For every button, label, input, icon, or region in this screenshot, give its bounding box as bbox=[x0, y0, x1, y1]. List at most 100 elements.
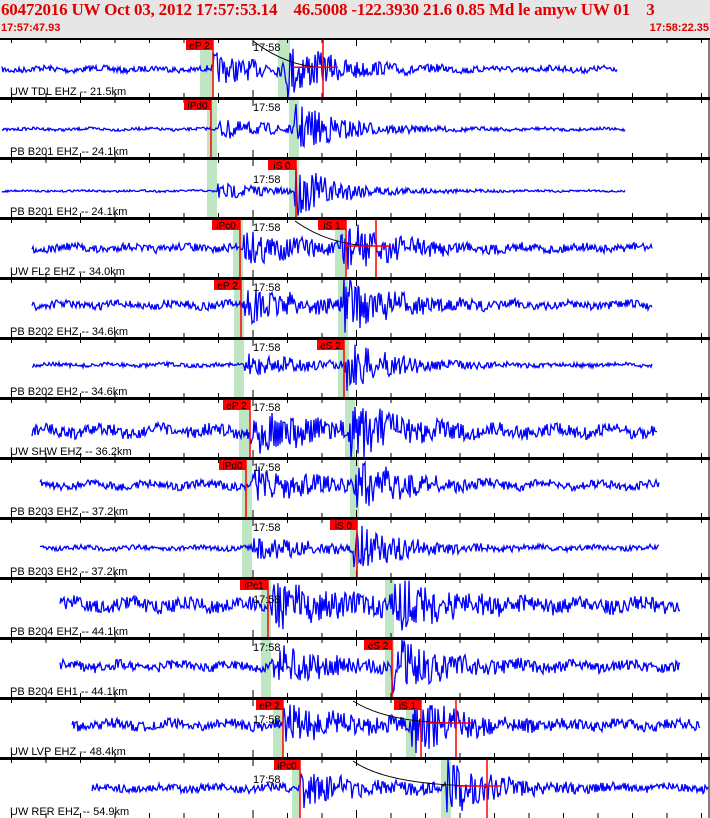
p-window bbox=[207, 98, 217, 158]
s-window bbox=[289, 98, 299, 158]
pick-label: iS 0 bbox=[335, 521, 353, 532]
waveform-trace bbox=[39, 525, 660, 568]
minute-label: 17:58 bbox=[253, 402, 281, 414]
p-window bbox=[207, 158, 217, 218]
channel-label: UW TDL EHZ -- 21.5km bbox=[10, 86, 126, 98]
waveform-trace bbox=[31, 406, 657, 460]
pick-label: iPc1 bbox=[244, 581, 264, 592]
s-window bbox=[350, 518, 358, 578]
channel-label: PB B204 EHZ -- 44.1km bbox=[10, 626, 128, 638]
pick-label: iS 1 bbox=[323, 221, 341, 232]
pick-label: eS 2 bbox=[368, 641, 389, 652]
minute-label: 17:58 bbox=[253, 594, 281, 606]
channel-label: UW SHW EHZ -- 36.2km bbox=[10, 446, 132, 458]
pick-label: eS 2 bbox=[320, 341, 341, 352]
pick-label: eP 2 bbox=[226, 401, 247, 412]
channel-panel[interactable]: 17:58 eS 2 PB B202 EH2 -- 34.6km bbox=[0, 337, 710, 398]
waveform-trace bbox=[39, 460, 660, 508]
pick-label: iS 1 bbox=[399, 701, 417, 712]
end-time: 17:58:22.35 bbox=[649, 22, 709, 34]
pick-flag[interactable] bbox=[318, 220, 346, 230]
pick-flag[interactable] bbox=[223, 400, 250, 410]
pick-flag[interactable] bbox=[256, 700, 283, 710]
pick-label: eP 2 bbox=[189, 41, 210, 52]
channel-label: PB B201 EHZ -- 24.1km bbox=[10, 146, 128, 158]
waveform-trace bbox=[31, 344, 653, 391]
s-window bbox=[350, 458, 359, 518]
minute-label: 17:58 bbox=[253, 714, 281, 726]
waveform-trace bbox=[1, 48, 618, 98]
event-header: 60472016 UW Oct 03, 2012 17:57:53.14 46.… bbox=[0, 0, 710, 38]
p-window bbox=[239, 398, 249, 458]
minute-label: 17:58 bbox=[253, 522, 281, 534]
pick-label: iPd0 bbox=[187, 101, 207, 112]
channel-panel[interactable]: 17:58 iPd0 PB B203 EHZ -- 37.2km bbox=[0, 457, 710, 518]
minute-label: 17:58 bbox=[253, 42, 281, 54]
seismogram-panels[interactable]: 17:58 eP 2 UW TDL EHZ -- 21.5km 17:58 iPd0 PB… bbox=[0, 38, 710, 818]
channel-panel[interactable]: 17:58 eS 2 PB B204 EH1 -- 44.1km bbox=[0, 637, 710, 698]
pick-flag[interactable] bbox=[274, 760, 300, 770]
channel-panel[interactable]: 17:58 eP 2 UW TDL EHZ -- 21.5km bbox=[0, 38, 710, 98]
pick-flag[interactable] bbox=[268, 160, 296, 170]
pick-label: eP 2 bbox=[217, 281, 238, 292]
pick-label: iPd0 bbox=[222, 461, 242, 472]
pick-flag[interactable] bbox=[394, 700, 421, 710]
minute-label: 17:58 bbox=[253, 222, 281, 234]
channel-panel[interactable]: 17:58 iS 0 PB B203 EH2 -- 37.2km bbox=[0, 517, 710, 578]
start-time: 17:57:47.93 bbox=[1, 22, 61, 34]
channel-panel[interactable]: 17:58 eP 2 UW SHW EHZ -- 36.2km bbox=[0, 397, 710, 460]
channel-panel[interactable]: 17:58 iS 0 PB B201 EH2 -- 24.1km bbox=[0, 157, 710, 218]
s-window bbox=[289, 158, 299, 218]
channel-panel[interactable]: 17:58 eP 2 iS 1 UW LVP EHZ -- 48.4km bbox=[0, 697, 710, 758]
pick-flag[interactable] bbox=[214, 280, 241, 290]
channel-label: UW RER EHZ -- 54.9km bbox=[10, 806, 129, 818]
channel-label: PB B204 EH1 -- 44.1km bbox=[10, 686, 127, 698]
channel-panel[interactable]: 17:58 iPc1 PB B204 EHZ -- 44.1km bbox=[0, 577, 710, 638]
channel-panel[interactable]: 17:58 iPc0 iS 1 UW FL2 EHZ -- 34.0km bbox=[0, 217, 710, 278]
minute-label: 17:58 bbox=[253, 462, 281, 474]
pick-flag[interactable] bbox=[186, 40, 213, 50]
minute-label: 17:58 bbox=[253, 642, 281, 654]
channel-label: PB B201 EH2 -- 24.1km bbox=[10, 206, 127, 218]
pick-flag[interactable] bbox=[317, 340, 344, 350]
s-window bbox=[385, 578, 394, 638]
pick-flag[interactable] bbox=[330, 520, 357, 530]
pick-flag[interactable] bbox=[240, 580, 268, 590]
waveform-trace bbox=[59, 580, 681, 631]
pick-label: iS 0 bbox=[273, 161, 291, 172]
channel-label: PB B203 EHZ -- 37.2km bbox=[10, 506, 128, 518]
channel-panel[interactable]: 17:58 iPd0 PB B201 EHZ -- 24.1km bbox=[0, 97, 710, 158]
channel-label: PB B202 EHZ -- 34.6km bbox=[10, 326, 128, 338]
s-window bbox=[385, 638, 394, 698]
waveform-trace bbox=[59, 638, 681, 695]
event-title: 60472016 UW Oct 03, 2012 17:57:53.14 46.… bbox=[1, 0, 655, 19]
minute-label: 17:58 bbox=[253, 102, 281, 114]
minute-label: 17:58 bbox=[253, 174, 281, 186]
pick-flag[interactable] bbox=[184, 100, 211, 110]
channel-panel[interactable]: 17:58 iPc0 UW RER EHZ -- 54.9km bbox=[0, 757, 710, 818]
pick-flag[interactable] bbox=[364, 640, 392, 650]
waveform-trace bbox=[1, 167, 626, 216]
p-window bbox=[273, 698, 283, 758]
p-window bbox=[242, 458, 252, 518]
waveform-trace bbox=[1, 104, 626, 149]
waveform-trace bbox=[31, 276, 653, 333]
waveform-trace bbox=[31, 224, 653, 270]
channel-label: PB B202 EH2 -- 34.6km bbox=[10, 386, 127, 398]
minute-label: 17:58 bbox=[253, 342, 281, 354]
p-window bbox=[234, 338, 244, 398]
minute-label: 17:58 bbox=[253, 774, 281, 786]
minute-label: 17:58 bbox=[253, 282, 281, 294]
pick-flag[interactable] bbox=[219, 460, 246, 470]
pick-label: eP 2 bbox=[259, 701, 280, 712]
p-window bbox=[234, 278, 244, 338]
pick-label: iPc0 bbox=[216, 221, 236, 232]
waveform-trace bbox=[71, 699, 701, 754]
waveform-trace bbox=[91, 759, 709, 813]
channel-panel[interactable]: 17:58 eP 2 PB B202 EHZ -- 34.6km bbox=[0, 276, 710, 338]
pick-flag[interactable] bbox=[212, 220, 240, 230]
pick-label: iPc0 bbox=[277, 761, 297, 772]
s-window bbox=[338, 278, 348, 338]
channel-label: UW LVP EHZ -- 48.4km bbox=[10, 746, 126, 758]
channel-label: PB B203 EH2 -- 37.2km bbox=[10, 566, 127, 578]
